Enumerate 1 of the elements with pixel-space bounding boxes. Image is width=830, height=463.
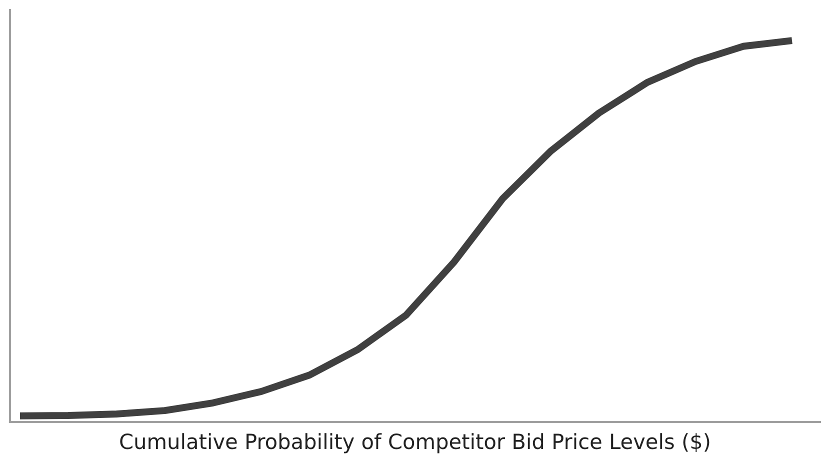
- x-axis-title: Cumulative Probability of Competitor Bid Price Levels ($): [120, 433, 710, 454]
